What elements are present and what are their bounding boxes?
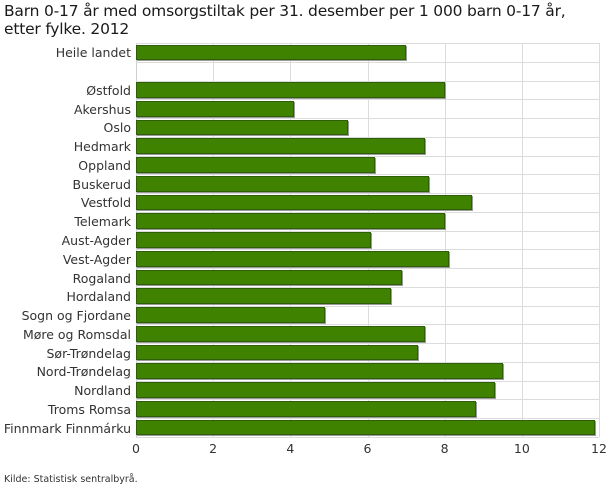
x-tick-label: 6 [363,441,372,456]
y-gridline [136,305,599,307]
category-label: Hedmark [73,139,131,155]
y-gridline [136,99,599,101]
category-label: Hordaland [66,289,131,305]
y-gridline [136,268,599,270]
category-label: Heile landet [55,45,131,61]
y-gridline [136,80,599,82]
chart-title: Barn 0-17 år med omsorgstiltak per 31. d… [4,2,566,38]
bar[interactable] [136,44,407,61]
x-gridline [599,43,600,437]
bar[interactable] [136,419,596,436]
x-tick-label: 10 [513,441,530,456]
x-gridline [521,43,523,437]
y-gridline [136,286,599,288]
y-gridline [136,118,599,120]
category-label: Møre og Romsdal [22,326,131,342]
x-gridline [444,43,446,437]
category-label: Telemark [74,214,131,230]
bar[interactable] [136,307,326,323]
category-label: Buskerud [72,176,132,192]
y-gridline [136,249,599,251]
category-label: Aust-Agder [61,233,131,248]
bar[interactable] [136,250,449,267]
bar[interactable] [136,213,445,230]
x-tick-label: 2 [209,441,218,456]
y-gridline [136,437,599,438]
bar[interactable] [136,363,503,380]
bar[interactable] [136,232,372,248]
x-tick-label: 4 [286,441,295,456]
bar[interactable] [136,288,391,305]
y-gridline [136,324,599,326]
bar[interactable] [136,119,349,136]
y-gridline [136,230,599,232]
category-label: Vest-Agder [62,251,131,267]
y-gridline [136,343,599,345]
y-gridline [136,211,599,213]
bar[interactable] [136,269,403,286]
y-gridline [136,361,599,363]
y-gridline [136,399,599,401]
y-gridline [136,193,599,195]
bar[interactable] [136,100,295,117]
category-label: Sogn og Fjordane [21,308,131,324]
bar[interactable] [136,344,418,361]
x-tick-label: 0 [132,441,140,456]
y-gridline [136,136,599,138]
category-label: Oslo [103,120,131,136]
x-tick-label: 8 [440,441,449,456]
category-label: Sør-Trøndelag [46,345,132,361]
category-label: Oppland [78,157,131,173]
plot-area [136,43,600,438]
bar[interactable] [136,325,426,342]
category-label: Finnmark Finnmárku [3,420,131,436]
x-tick-label: 12 [591,441,607,456]
category-label: Østfold [86,82,131,98]
y-gridline [136,418,599,420]
y-gridline [136,380,599,382]
y-gridline [136,155,599,157]
y-gridline [136,43,599,44]
bar[interactable] [136,138,426,155]
bar[interactable] [136,175,430,192]
bar[interactable] [136,82,445,98]
bar[interactable] [136,400,476,417]
bar[interactable] [136,194,472,211]
category-label: Akershus [73,101,131,117]
y-gridline [136,61,599,63]
category-label: Rogaland [72,270,131,286]
category-label: Nord-Trøndelag [36,364,131,380]
bar[interactable] [136,157,376,173]
bar[interactable] [136,382,495,398]
category-label: Nordland [74,383,131,399]
y-gridline [136,174,599,176]
category-label: Troms Romsa [47,401,131,417]
category-label: Vestfold [80,195,131,211]
source-note: Kilde: Statistisk sentralbyrå. [4,474,138,485]
